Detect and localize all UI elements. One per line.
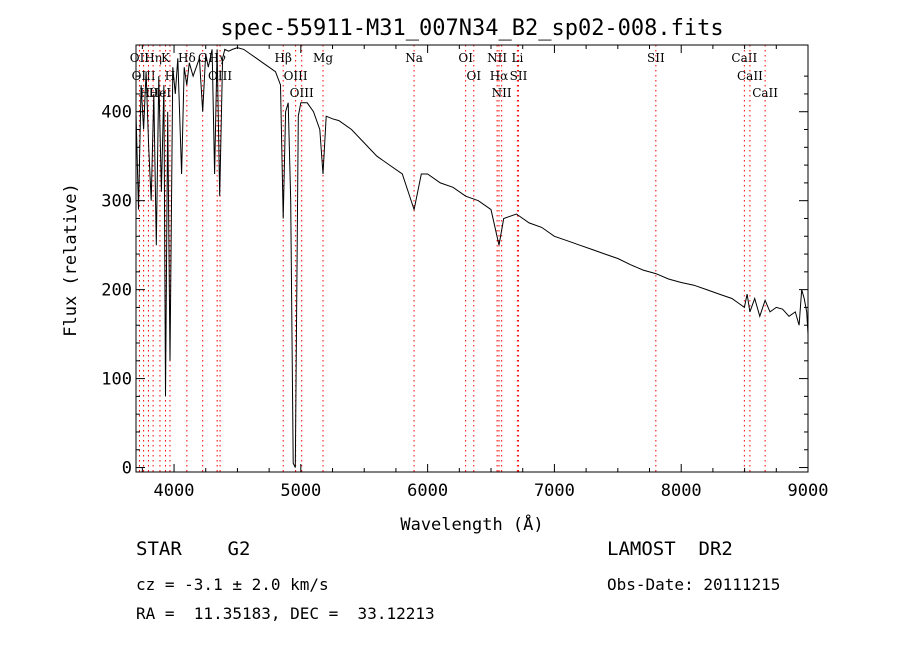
survey-name: LAMOST DR2 xyxy=(607,538,733,560)
x-tick-label: 8000 xyxy=(661,481,702,501)
line-marker-label: SII xyxy=(510,69,528,83)
line-marker-label: OI xyxy=(458,51,473,65)
line-marker-label: H xyxy=(165,69,175,83)
y-axis-label: Flux (relative) xyxy=(61,183,81,337)
line-marker-label: Hβ xyxy=(275,51,292,65)
x-tick-label: 5000 xyxy=(280,481,321,501)
line-marker-label: HeI xyxy=(149,86,172,100)
line-marker-label: OIII xyxy=(132,69,156,83)
axis-ticks: 4000 5000 6000 7000 8000 9000 0 100 200 300 400 xyxy=(101,45,828,501)
redshift-readout: cz = -3.1 ± 2.0 km/s xyxy=(136,575,329,594)
line-marker-label: OIII xyxy=(284,69,308,83)
plot-frame xyxy=(135,44,809,473)
line-marker-label: Mg xyxy=(313,51,333,65)
object-class: STAR G2 xyxy=(136,538,251,560)
x-tick-label: 4000 xyxy=(154,481,195,501)
y-tick-label: 100 xyxy=(101,370,132,390)
line-marker-label: K xyxy=(161,51,171,65)
line-marker-label: NII xyxy=(487,51,507,65)
coordinates-readout: RA = 11.35183, DEC = 33.12213 xyxy=(136,604,435,623)
line-marker-label: OI xyxy=(466,69,481,83)
x-axis-label: Wavelength (Å) xyxy=(400,513,543,535)
line-marker-label: Hη xyxy=(144,51,162,65)
chart-title: spec-55911-M31_007N34_B2_sp02-008.fits xyxy=(220,16,723,41)
line-marker-label: CaII xyxy=(737,69,763,83)
line-marker-label: Hδ xyxy=(178,51,196,65)
y-tick-label: 400 xyxy=(101,103,132,123)
x-tick-label: 6000 xyxy=(407,481,448,501)
line-marker-label: Na xyxy=(405,51,423,65)
line-marker-label: OIII xyxy=(290,86,314,100)
x-tick-label: 9000 xyxy=(788,481,829,501)
y-tick-label: 300 xyxy=(101,192,132,212)
line-marker-label: OII xyxy=(130,51,150,65)
line-marker-label: G xyxy=(198,51,208,65)
line-marker-label: CaII xyxy=(752,86,778,100)
line-marker-label: Li xyxy=(511,51,523,65)
line-marker-label: SII xyxy=(647,51,665,65)
y-tick-label: 0 xyxy=(122,459,132,479)
line-marker-label: Hα xyxy=(490,69,509,83)
observation-date: Obs-Date: 20111215 xyxy=(607,575,781,594)
line-marker-label: CaII xyxy=(731,51,757,65)
y-tick-label: 200 xyxy=(101,281,132,301)
line-marker-label: NII xyxy=(492,86,512,100)
x-tick-label: 7000 xyxy=(534,481,575,501)
line-marker-label: OIII xyxy=(208,69,232,83)
spectrum-line xyxy=(135,47,809,468)
